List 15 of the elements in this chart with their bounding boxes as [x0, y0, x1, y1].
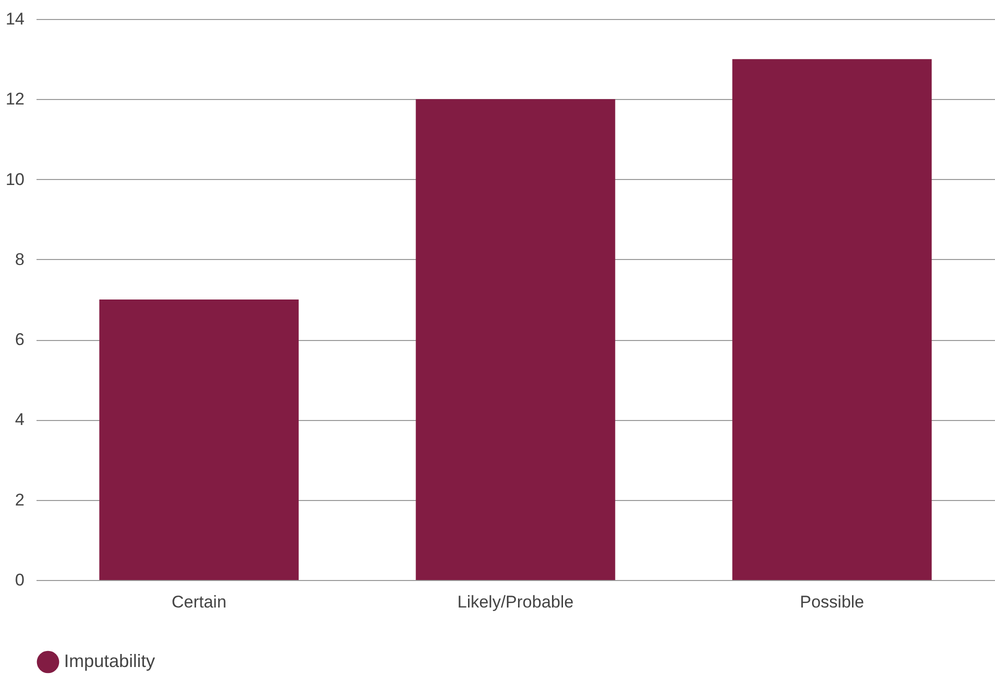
y-tick-label: 6	[15, 330, 24, 350]
y-tick-label: 10	[6, 170, 24, 189]
bar	[99, 300, 299, 580]
y-tick-label: 2	[15, 490, 24, 510]
x-tick-label: Certain	[172, 592, 226, 612]
y-tick-label: 12	[6, 90, 24, 109]
legend-label: Imputability	[64, 651, 156, 671]
y-tick-label: 8	[15, 250, 24, 269]
x-tick-label: Likely/Probable	[457, 592, 574, 612]
y-tick-label: 0	[15, 570, 24, 590]
y-tick-label: 14	[6, 10, 24, 28]
bar	[732, 59, 932, 580]
bar	[416, 99, 616, 580]
x-tick-label: Possible	[800, 592, 864, 612]
y-tick-label: 4	[15, 410, 24, 430]
